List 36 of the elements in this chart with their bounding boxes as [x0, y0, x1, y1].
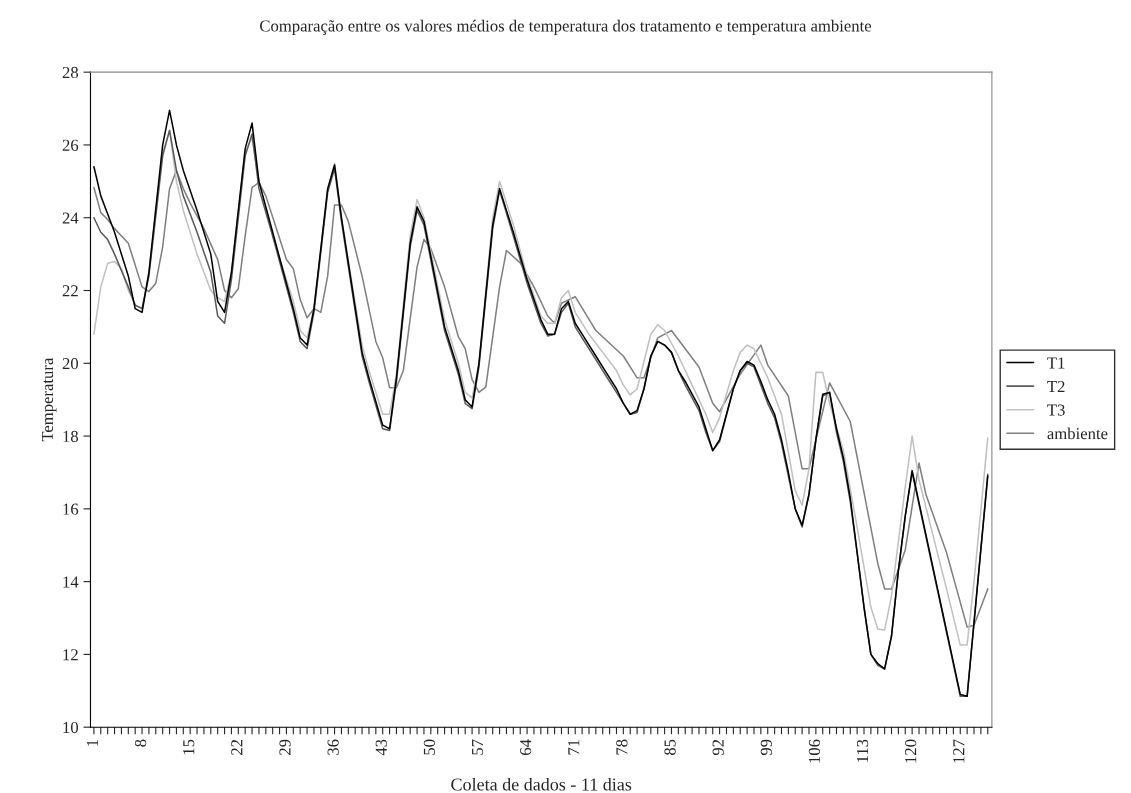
- x-tick-label: 8: [134, 739, 147, 747]
- x-tick-label: 50: [423, 739, 435, 755]
- x-tick-label: 85: [664, 739, 676, 756]
- x-tick-label: 15: [183, 739, 195, 755]
- x-tick-label: 36: [327, 739, 339, 755]
- x-tick-label: 64: [520, 739, 532, 755]
- legend-label: T1: [1047, 357, 1065, 369]
- y-tick-label: 24: [62, 212, 79, 224]
- x-tick-label: 120: [905, 739, 917, 763]
- x-axis-title: Coleta de dados - 11 dias: [451, 777, 632, 791]
- y-tick-label: 14: [63, 576, 79, 588]
- x-tick-label: 1: [86, 739, 98, 746]
- legend-label: T2: [1047, 380, 1065, 392]
- legend-label: ambiente: [1047, 427, 1108, 440]
- y-tick-label: 12: [63, 649, 78, 661]
- x-tick-label: 99: [760, 739, 772, 756]
- y-tick-label: 10: [63, 721, 79, 734]
- x-tick-label: 43: [375, 739, 387, 756]
- legend-label: T3: [1047, 404, 1065, 416]
- y-tick-label: 16: [63, 503, 79, 515]
- x-tick-label: 92: [712, 739, 724, 756]
- y-tick-label: 28: [62, 66, 79, 79]
- x-tick-label: 127: [953, 739, 965, 763]
- y-tick-label: 22: [62, 285, 78, 297]
- x-tick-label: 22: [231, 739, 243, 755]
- chart-title: Comparação entre os valores médios de temperatura dos tratamento e temperatura ambiente: [260, 19, 872, 35]
- y-tick-label: 18: [63, 430, 79, 443]
- y-tick-label: 26: [62, 139, 79, 151]
- y-axis-title: Temperatura: [41, 357, 57, 442]
- x-tick-label: 78: [616, 739, 628, 755]
- x-tick-label: 71: [568, 739, 580, 755]
- x-tick-label: 29: [279, 739, 291, 755]
- x-tick-label: 106: [808, 739, 821, 763]
- y-tick-label: 20: [62, 357, 79, 370]
- x-tick-label: 57: [472, 739, 484, 755]
- x-tick-label: 113: [856, 739, 869, 762]
